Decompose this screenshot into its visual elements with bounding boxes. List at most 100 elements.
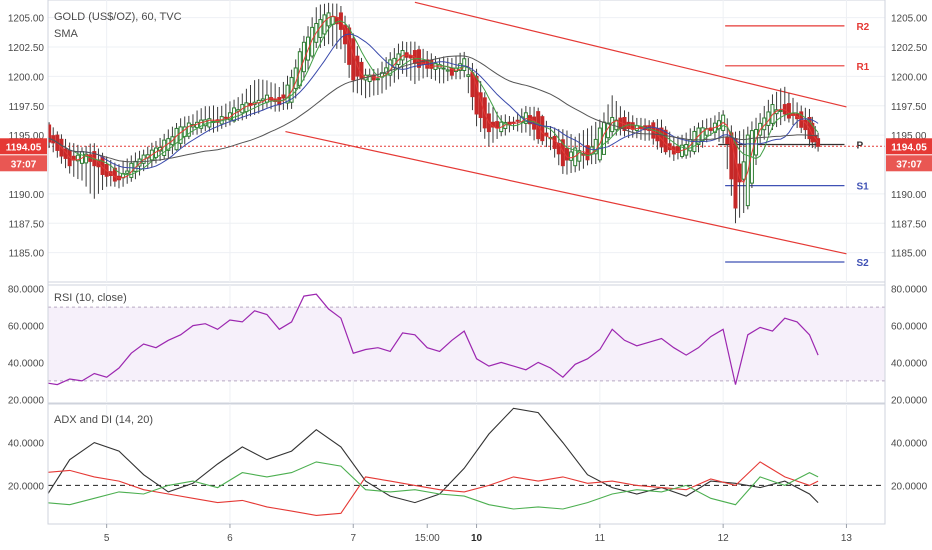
last-price-tag-right xyxy=(886,138,932,155)
rsi-line xyxy=(44,293,819,386)
price-tick-label-right: 1200.00 xyxy=(891,72,928,83)
candle-body xyxy=(663,129,668,153)
candle-body xyxy=(223,116,228,119)
candle-body xyxy=(675,146,680,154)
adx-panel-frame xyxy=(47,403,886,525)
candle-body xyxy=(347,27,352,65)
price-axis-bg xyxy=(885,0,932,524)
candle-body xyxy=(778,109,783,112)
rsi-series xyxy=(44,293,819,386)
candle-body xyxy=(810,122,815,143)
countdown-tag-left xyxy=(0,155,47,172)
time-axis: 5 6 7 15:00 10 11 12 13 xyxy=(48,523,885,550)
candle-body xyxy=(445,69,450,72)
candle-body xyxy=(733,138,738,209)
candle-body xyxy=(396,53,401,66)
adx-indicator-label: ADX and DI (14, 20) xyxy=(54,414,153,426)
candle-body xyxy=(593,138,598,155)
candle-body xyxy=(199,119,204,129)
candle-body xyxy=(367,74,372,83)
price-tick-label-left: 1197.50 xyxy=(9,102,45,113)
last-price-tag-left xyxy=(0,138,47,155)
rsi-tick-label-right: 80.0000 xyxy=(891,285,928,296)
candle-body xyxy=(540,116,545,142)
candlestick-series xyxy=(43,2,821,224)
candle-body xyxy=(260,98,265,102)
price-tick-label-right: 1205.00 xyxy=(891,14,928,25)
di-plus-line xyxy=(44,461,819,510)
rsi-tick-label-right: 40.0000 xyxy=(891,358,928,369)
rsi-tick-label-left: 20.0000 xyxy=(8,395,45,406)
price-tick-label-left: 1190.00 xyxy=(9,190,45,201)
candle-body xyxy=(174,127,179,151)
last-price-value-right: 1194.05 xyxy=(891,142,927,153)
channel-lower-line xyxy=(285,131,847,255)
candle-body xyxy=(384,67,389,75)
rsi-indicator-label: RSI (10, close) xyxy=(54,292,127,304)
price-tick-label-right: 1202.50 xyxy=(891,43,928,54)
rsi-panel-grid xyxy=(47,284,886,404)
price-axis: 1205.00 1205.00 1202.50 1202.50 1200.00 1200.… xyxy=(0,0,932,524)
candle-body xyxy=(564,147,569,161)
pivot-s1-label: S1 xyxy=(856,182,869,193)
channel-upper-line xyxy=(414,1,847,108)
candle-body xyxy=(466,74,471,77)
price-tick-label-right: 1195.00 xyxy=(891,131,927,142)
price-tick-label-left: 1185.00 xyxy=(9,249,45,260)
candle-body xyxy=(441,67,446,70)
candle-body xyxy=(285,84,290,104)
trend-channel xyxy=(285,1,847,255)
time-tick-label: 5 xyxy=(104,533,110,544)
price-tick-label-right: 1190.00 xyxy=(891,190,927,201)
candle-body xyxy=(310,26,315,57)
candle-body xyxy=(569,151,574,161)
time-tick-label: 12 xyxy=(718,533,730,544)
time-tick-label: 10 xyxy=(471,533,483,544)
price-tick-label-left: 1205.00 xyxy=(8,14,45,25)
candle-body xyxy=(359,61,364,80)
candle-body xyxy=(203,119,208,127)
adx-tick-label-left: 40.0000 xyxy=(8,439,45,450)
candle-body xyxy=(125,170,130,174)
rsi-tick-label-left: 80.0000 xyxy=(8,285,45,296)
candle-body xyxy=(786,103,791,119)
candle-body xyxy=(289,77,294,103)
candle-body xyxy=(112,167,117,182)
adx-panel-grid xyxy=(47,403,886,525)
candle-body xyxy=(408,55,413,59)
time-tick-label: 13 xyxy=(841,533,853,544)
candle-body xyxy=(474,75,479,115)
candle-body xyxy=(178,126,183,144)
countdown-value-right: 37:07 xyxy=(896,159,922,170)
price-chart-title: GOLD (US$/OZ), 60, TVC xyxy=(54,11,182,23)
time-tick-label: 11 xyxy=(595,533,606,544)
candle-body xyxy=(281,94,286,99)
adx-tick-label-left: 20.0000 xyxy=(8,481,45,492)
rsi-tick-label-left: 60.0000 xyxy=(8,322,45,333)
candle-body xyxy=(577,150,582,162)
time-tick-label: 15:00 xyxy=(415,533,440,544)
price-tick-label-left: 1200.00 xyxy=(8,72,45,83)
price-tick-label-left: 1195.00 xyxy=(9,131,45,142)
adx-tick-label-right: 20.0000 xyxy=(891,481,928,492)
price-tick-label-right: 1187.50 xyxy=(891,219,927,230)
sma-long-line xyxy=(44,55,819,163)
last-price-value-left: 1194.05 xyxy=(6,142,42,153)
rsi-tick-label-right: 20.0000 xyxy=(891,395,928,406)
pivot-levels: R2 R1 P S1 S2 xyxy=(48,22,885,269)
adx-tick-label-right: 40.0000 xyxy=(891,439,928,450)
price-tick-label-right: 1185.00 xyxy=(891,249,927,260)
candle-body xyxy=(754,128,759,156)
pivot-r2-label: R2 xyxy=(856,22,869,33)
rsi-tick-label-right: 60.0000 xyxy=(891,322,928,333)
countdown-tag-right xyxy=(886,155,932,172)
price-tick-label-left: 1202.50 xyxy=(8,43,45,54)
countdown-value-left: 37:07 xyxy=(11,159,37,170)
candle-body xyxy=(326,12,331,27)
time-tick-label: 7 xyxy=(350,533,356,544)
candle-body xyxy=(462,58,467,71)
candle-body xyxy=(725,136,730,145)
candle-body xyxy=(601,121,606,155)
price-tick-label-left: 1187.50 xyxy=(9,219,45,230)
